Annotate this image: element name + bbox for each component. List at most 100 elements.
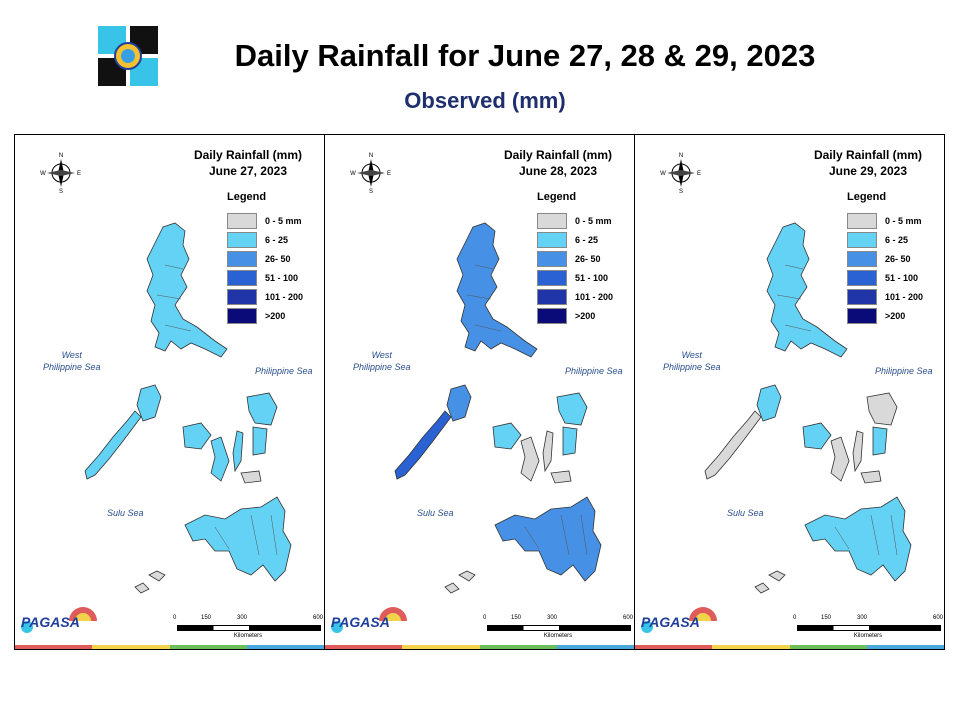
rainfall-map-june-29: N S W E Daily Rainfall (mm) June 29, 2023 L…: [635, 135, 944, 649]
legend-item: 6 - 25: [227, 230, 303, 249]
map-date: June 29, 2023: [828, 164, 908, 178]
legend-item: 101 - 200: [227, 287, 303, 306]
stripe-segment: [325, 645, 403, 649]
legend-swatch: [537, 250, 567, 267]
island-region: [182, 422, 212, 450]
island-region: [494, 496, 602, 582]
island-region: [148, 570, 166, 582]
legend-label: >200: [265, 310, 286, 321]
scale-tick: 300: [857, 615, 868, 621]
legend-label: 0 - 5 mm: [885, 215, 922, 226]
legend-swatch: [847, 307, 877, 324]
legend-label: 26- 50: [265, 253, 291, 264]
legend-label: >200: [575, 310, 596, 321]
scale-tick: 150: [511, 615, 522, 621]
legend-swatch: [537, 231, 567, 248]
legend-label: 6 - 25: [885, 234, 909, 245]
legend-swatch: [537, 212, 567, 229]
legend-item: 26- 50: [227, 249, 303, 268]
legend-swatch: [227, 250, 257, 267]
island-region: [146, 222, 228, 358]
sea-label-south: Sulu Sea: [727, 508, 764, 518]
color-stripe: [635, 645, 944, 649]
legend: 0 - 5 mm 6 - 25 26- 50 51 - 100 101 - 200 >20…: [537, 211, 613, 325]
compass-label: N: [679, 153, 683, 159]
island-region: [184, 496, 292, 582]
legend-label: 51 - 100: [265, 272, 299, 283]
compass-label: W: [660, 171, 666, 177]
legend-swatch: [227, 269, 257, 286]
philippines-map: N S W E: [350, 153, 602, 594]
compass-label: N: [369, 153, 373, 159]
map-title: Daily Rainfall (mm) June 27, 2023: [194, 147, 302, 179]
legend-swatch: [847, 250, 877, 267]
island-region: [252, 426, 268, 456]
province-border: [834, 526, 850, 550]
map-title: Daily Rainfall (mm) June 28, 2023: [504, 147, 612, 179]
stripe-segment: [15, 645, 93, 649]
island-region: [754, 582, 770, 594]
island-region: [562, 426, 578, 456]
pagasa-logo: [331, 607, 407, 633]
island-region: [756, 384, 782, 422]
scale-tick: 600: [933, 615, 944, 621]
island-region: [542, 430, 554, 473]
compass-label: E: [387, 171, 391, 177]
legend-swatch: [847, 231, 877, 248]
map-date: June 28, 2023: [518, 164, 598, 178]
pagasa-logo: [21, 607, 97, 633]
agency-name: PAGASA: [21, 614, 80, 630]
map-heading: Daily Rainfall (mm): [503, 148, 612, 162]
island-region: [556, 392, 588, 426]
scale-unit: Kilometers: [543, 633, 573, 639]
map-heading: Daily Rainfall (mm): [813, 148, 922, 162]
legend-swatch: [847, 269, 877, 286]
stripe-segment: [246, 645, 324, 649]
island-region: [84, 410, 142, 480]
sea-label-west: West Philippine Sea: [43, 350, 101, 372]
compass-label: W: [40, 171, 46, 177]
map-title: Daily Rainfall (mm) June 29, 2023: [814, 147, 922, 179]
legend: 0 - 5 mm 6 - 25 26- 50 51 - 100 101 - 200 >20…: [847, 211, 923, 325]
legend-swatch: [227, 212, 257, 229]
island-region: [444, 582, 460, 594]
province-border: [164, 324, 192, 332]
compass-label: E: [697, 171, 701, 177]
legend-title: Legend: [537, 191, 577, 203]
stripe-segment: [866, 645, 944, 649]
compass-label: E: [77, 171, 81, 177]
legend-label: 0 - 5 mm: [575, 215, 612, 226]
legend-item: 51 - 100: [847, 268, 923, 287]
legend-item: 26- 50: [537, 249, 613, 268]
map-date: June 27, 2023: [208, 164, 288, 178]
legend-item: 51 - 100: [227, 268, 303, 287]
island-region: [136, 384, 162, 422]
page-subtitle: Observed (mm): [404, 88, 566, 113]
legend-title: Legend: [227, 191, 267, 203]
stripe-segment: [402, 645, 480, 649]
sea-label-east: Philippine Sea: [255, 366, 313, 376]
stripe-segment: [635, 645, 713, 649]
sea-label-west: West Philippine Sea: [663, 350, 721, 372]
legend-label: 51 - 100: [885, 272, 919, 283]
legend-item: 6 - 25: [847, 230, 923, 249]
legend-item: >200: [847, 306, 923, 325]
dost-logo: [96, 24, 160, 88]
legend-swatch: [847, 212, 877, 229]
province-border: [164, 264, 184, 270]
rainfall-map-june-28: N S W E Daily Rainfall (mm) June 28, 2023 L…: [325, 135, 635, 649]
island-region: [520, 436, 540, 482]
pagasa-logo: [641, 607, 717, 633]
scale-unit: Kilometers: [233, 633, 263, 639]
scale-tick: 300: [547, 615, 558, 621]
legend-item: 101 - 200: [537, 287, 613, 306]
province-border: [270, 514, 278, 556]
province-border: [474, 324, 502, 332]
island-region: [866, 392, 898, 426]
legend-label: 26- 50: [885, 253, 911, 264]
scale-bar: 0 150 300 600 Kilometers: [483, 615, 633, 639]
map-heading: Daily Rainfall (mm): [193, 148, 302, 162]
legend-label: 101 - 200: [885, 291, 924, 302]
scale-tick: 150: [201, 615, 212, 621]
compass-label: N: [59, 153, 63, 159]
